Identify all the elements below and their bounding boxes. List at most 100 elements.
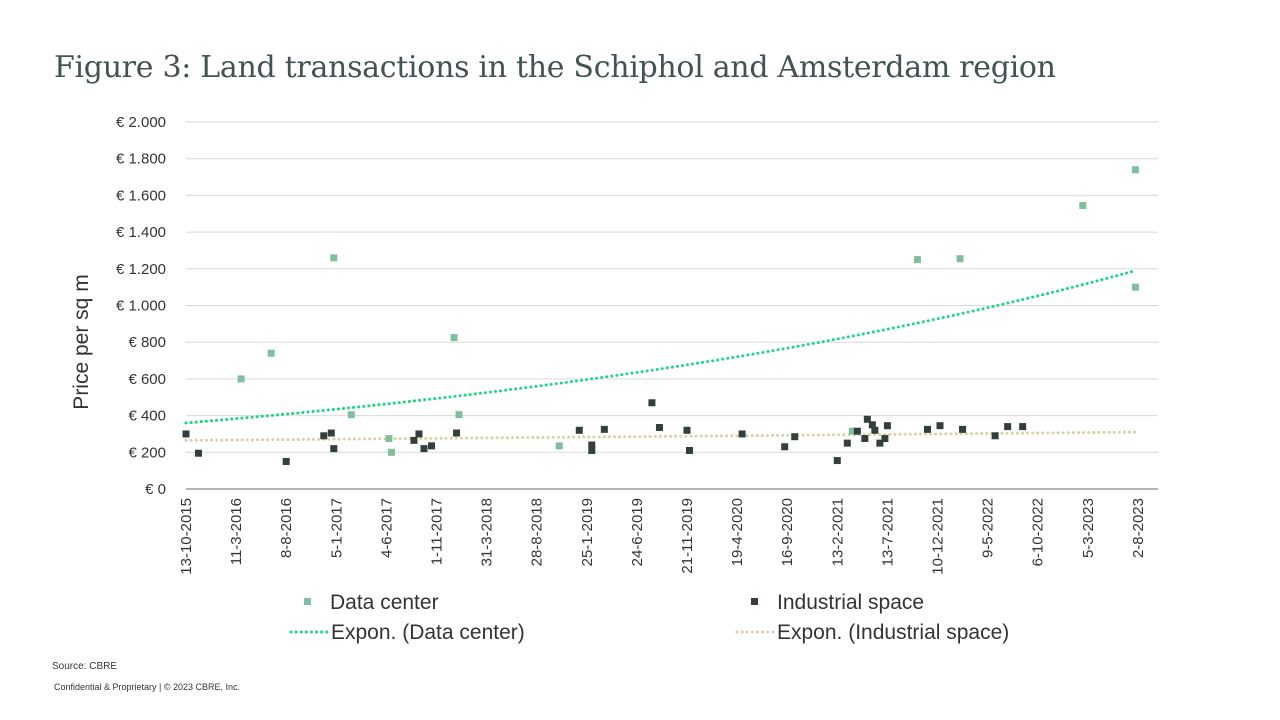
industrial-trendline: [184, 430, 1137, 442]
x-tick-label: 2-8-2023: [1130, 498, 1147, 558]
industrial-point: [575, 426, 583, 434]
data-center-point: [237, 375, 245, 383]
legend-data-center: Data center: [304, 591, 439, 614]
industrial-point: [1004, 423, 1012, 431]
y-tick-label: € 600: [128, 371, 166, 388]
industrial-point: [738, 430, 746, 438]
y-tick-label: € 400: [128, 408, 166, 425]
legend-label: Industrial space: [777, 591, 924, 614]
industrial-point: [883, 422, 891, 430]
industrial-point: [648, 399, 656, 407]
gridlines: [186, 121, 1158, 453]
industrial-point: [876, 439, 884, 447]
data-center-point: [347, 411, 355, 419]
data-center-point: [848, 427, 856, 435]
data-center-point: [956, 255, 964, 263]
data-center-point: [1131, 283, 1139, 291]
legend-marker: [751, 598, 758, 605]
x-axis-ticks: 13-10-2015 11-3-2016 8-8-2016 5-1-2017 4-6-2…: [178, 498, 1147, 575]
industrial-point: [1019, 423, 1027, 431]
source-note: Source: CBRE: [52, 661, 118, 672]
y-tick-label: € 1.600: [116, 187, 166, 204]
legend-industrial-space: Industrial space: [751, 591, 924, 614]
y-axis-title: Price per sq m: [70, 274, 93, 409]
legend-marker: [304, 598, 311, 605]
legend-label: Data center: [330, 591, 439, 614]
x-tick-label: 9-5-2022: [980, 498, 997, 558]
data-center-point: [555, 442, 563, 450]
industrial-point: [588, 441, 596, 449]
y-axis-ticks: € 0 € 200 € 400 € 600 € 800 € 1.000 € 1.200 € 1…: [116, 114, 166, 498]
y-tick-label: € 1.000: [116, 298, 166, 315]
x-tick-label: 21-11-2019: [679, 498, 696, 574]
y-tick-label: € 200: [128, 444, 166, 461]
industrial-point: [453, 429, 461, 437]
data-center-point: [455, 411, 463, 419]
industrial-point: [923, 425, 931, 433]
x-tick-label: 28-8-2018: [529, 498, 546, 566]
industrial-point: [861, 435, 869, 443]
industrial-point: [195, 449, 203, 457]
x-tick-label: 25-1-2019: [579, 498, 596, 566]
industrial-point: [415, 430, 423, 438]
legend: Data center Industrial space Expon. (Data …: [289, 591, 1009, 644]
x-tick-label: 31-3-2018: [479, 498, 496, 566]
industrial-point: [427, 442, 435, 450]
x-tick-label: 5-1-2017: [328, 498, 345, 558]
industrial-point: [936, 422, 944, 430]
data-points: [182, 166, 1139, 465]
x-tick-label: 24-6-2019: [629, 498, 646, 566]
footer-note: Confidential & Proprietary | © 2023 CBRE…: [54, 682, 241, 692]
industrial-point: [683, 426, 691, 434]
data-center-point: [913, 256, 921, 264]
industrial-point: [791, 433, 799, 441]
data-center-trendline: [184, 269, 1137, 425]
data-center-point: [330, 254, 338, 262]
x-tick-label: 13-10-2015: [178, 498, 195, 575]
industrial-point: [833, 457, 841, 465]
industrial-point: [781, 443, 789, 451]
x-tick-label: 13-7-2021: [879, 498, 896, 566]
industrial-point: [588, 446, 596, 454]
x-tick-label: 1-11-2017: [429, 498, 446, 565]
industrial-point: [686, 446, 694, 454]
industrial-point: [655, 424, 663, 432]
x-tick-label: 10-12-2021: [930, 498, 947, 575]
data-center-point: [267, 349, 275, 357]
y-tick-label: € 2.000: [116, 114, 166, 131]
data-center-point: [1079, 201, 1087, 209]
data-center-point: [1131, 166, 1139, 174]
industrial-point: [320, 432, 328, 440]
y-tick-label: € 0: [145, 481, 166, 498]
industrial-point: [843, 439, 851, 447]
legend-label: Expon. (Industrial space): [777, 621, 1009, 644]
industrial-point: [282, 457, 290, 465]
industrial-point: [991, 432, 999, 440]
industrial-point: [182, 430, 190, 438]
x-tick-label: 5-3-2023: [1080, 498, 1097, 558]
industrial-point: [410, 436, 418, 444]
legend-expon-data-center: Expon. (Data center): [289, 621, 525, 644]
x-tick-label: 19-4-2020: [729, 498, 746, 566]
data-center-point: [387, 448, 395, 456]
data-center-point: [450, 334, 458, 342]
legend-expon-industrial-space: Expon. (Industrial space): [735, 621, 1009, 644]
x-tick-label: 6-10-2022: [1030, 498, 1047, 566]
x-tick-label: 11-3-2016: [228, 498, 245, 565]
industrial-point: [600, 425, 608, 433]
x-tick-label: 4-6-2017: [378, 498, 395, 558]
industrial-point: [420, 445, 428, 453]
industrial-point: [327, 429, 335, 437]
y-tick-label: € 1.400: [116, 224, 166, 241]
data-center-point: [385, 435, 393, 443]
industrial-point: [868, 421, 876, 429]
y-tick-label: € 800: [128, 334, 166, 351]
legend-label: Expon. (Data center): [331, 621, 525, 644]
x-tick-label: 13-2-2021: [829, 498, 846, 566]
y-tick-label: € 1.800: [116, 151, 166, 168]
industrial-point: [871, 426, 879, 434]
x-tick-label: 8-8-2016: [278, 498, 295, 558]
industrial-point: [881, 435, 889, 443]
